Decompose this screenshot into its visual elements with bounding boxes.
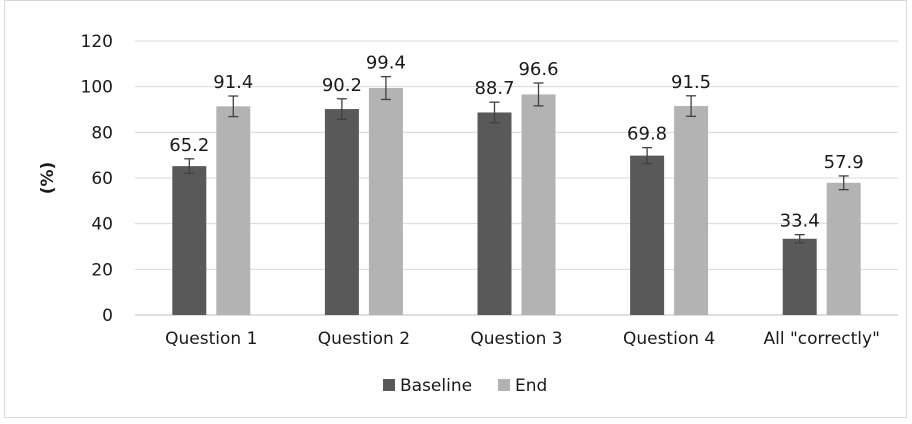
bar-baseline-2 [324,109,359,315]
x-tick-label: Question 1 [165,329,257,349]
data-label: 88.7 [474,78,514,99]
error-bar [794,233,805,244]
bar-end-1 [216,106,251,315]
data-label: 33.4 [780,211,820,232]
y-axis-title: (%) [38,162,58,195]
y-tick-label: 80 [91,123,113,143]
y-tick-label: 100 [81,78,113,98]
data-label: 96.6 [518,59,558,80]
legend-swatch-end [498,379,510,391]
chart-frame: 0 20 40 60 80 100 120 65.2 91.4 90.2 99.4 88.7 96.6… [4,0,907,418]
bar-baseline-4 [630,155,665,315]
x-tick-label: Question 3 [470,329,562,349]
legend-label-baseline: Baseline [400,376,472,396]
data-label: 65.2 [169,135,209,156]
x-tick-label: All "correctly" [763,329,879,349]
gridlines [135,40,898,316]
y-tick-label: 60 [91,169,113,189]
error-bar [533,82,544,107]
y-tick-label: 40 [91,215,113,235]
error-bar [686,95,697,117]
bar-end-5 [826,182,861,315]
error-bar [380,75,391,101]
error-bar [336,98,347,120]
data-label: 57.9 [824,152,864,173]
bars [172,75,861,316]
data-label: 90.2 [322,75,362,96]
bar-chart: 0 20 40 60 80 100 120 65.2 91.4 90.299.4 88.796.6… [38,32,898,396]
data-label: 91.4 [213,72,253,93]
data-label: 69.8 [627,124,667,145]
bar-baseline-5 [782,238,817,315]
x-axis: Question 1 Question 2 Question 3 Question 4… [165,329,880,349]
y-tick-label: 120 [81,32,113,52]
error-bar [184,158,195,175]
x-tick-label: Question 2 [318,329,410,349]
legend: Baseline End [383,376,547,396]
bar-baseline-3 [477,112,512,316]
y-tick-label: 0 [102,306,113,326]
legend-label-end: End [515,376,547,396]
y-axis: 0 20 40 60 80 100 120 [81,32,113,326]
legend-swatch-baseline [383,379,395,391]
bar-baseline-1 [172,166,207,315]
y-tick-label: 20 [91,260,113,280]
error-bar [489,101,500,124]
data-label: 91.5 [671,72,711,93]
error-bar [228,95,239,118]
bar-end-3 [521,94,556,316]
error-bar [642,146,653,165]
data-label: 99.4 [366,53,406,74]
error-bar [838,175,849,191]
bar-end-2 [368,88,403,315]
data-labels: 65.2 91.4 90.299.4 88.796.6 69.8 91.5 33.4 57.9 [169,53,863,232]
bar-end-4 [674,106,709,315]
x-tick-label: Question 4 [623,329,715,349]
